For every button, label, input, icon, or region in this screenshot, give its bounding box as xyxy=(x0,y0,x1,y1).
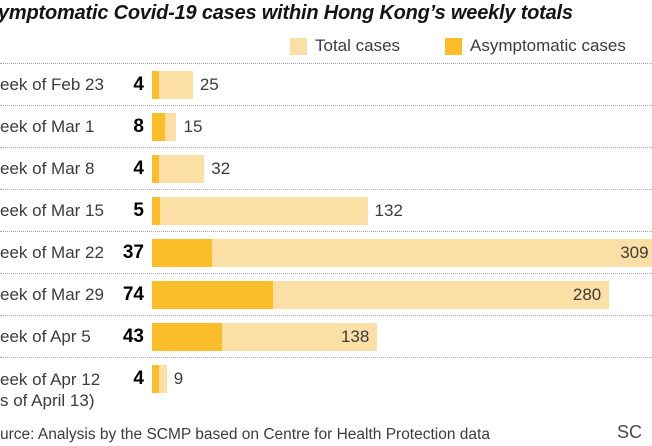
total-cases-swatch-icon xyxy=(290,37,307,55)
total-cases-bar xyxy=(152,197,368,225)
total-count: 138 xyxy=(340,327,370,346)
total-cases-bar: 309 xyxy=(152,239,652,267)
asymptomatic-count: 74 xyxy=(122,284,144,305)
week-label: eek of Feb 23 xyxy=(0,75,104,94)
asymptomatic-cases-bar xyxy=(152,323,223,351)
legend-label-total: Total cases xyxy=(315,36,401,55)
total-count: 25 xyxy=(199,75,219,94)
asymptomatic-count: 4 xyxy=(133,74,144,95)
chart-row: 25 eek of Feb 23 4 xyxy=(0,63,652,106)
asymptomatic-cases-bar xyxy=(152,239,213,267)
asymptomatic-cases-bar xyxy=(152,71,159,99)
week-label: eek of Apr 5 xyxy=(0,327,91,346)
asymptomatic-count: 37 xyxy=(122,242,144,263)
asymptomatic-cases-bar xyxy=(152,155,159,183)
total-count: 132 xyxy=(374,201,403,220)
week-label: eek of Mar 1 xyxy=(0,117,95,136)
asymptomatic-count: 43 xyxy=(122,326,144,347)
week-label: eek of Mar 22 xyxy=(0,243,104,262)
chart-row: 132 eek of Mar 15 5 xyxy=(0,189,652,232)
chart-row: eek of Apr 5 43 138 xyxy=(0,315,652,358)
legend-label-asymptomatic: Asymptomatic cases xyxy=(470,36,626,55)
publisher-credit: SC xyxy=(617,422,643,442)
chart-row: 9 eek of Apr 12 s of April 13) 4 xyxy=(0,357,652,410)
asymptomatic-cases-bar xyxy=(152,281,273,309)
total-count: 9 xyxy=(173,369,184,388)
total-count: 309 xyxy=(620,243,649,262)
chart-row: 32 eek of Mar 8 4 xyxy=(0,147,652,190)
chart-title: ymptomatic Covid-19 cases within Hong Ko… xyxy=(0,2,573,24)
total-cases-bar xyxy=(152,113,177,141)
asymptomatic-count: 4 xyxy=(133,158,144,179)
chart-row: 15 eek of Mar 1 8 xyxy=(0,105,652,148)
total-count: 32 xyxy=(211,159,231,178)
total-cases-bar xyxy=(152,71,193,99)
asymptomatic-count: 4 xyxy=(133,368,144,389)
asymptomatic-cases-bar xyxy=(152,365,159,393)
legend-item-total-cases: Total cases xyxy=(290,36,400,56)
week-label: eek of Mar 8 xyxy=(0,159,95,178)
chart-row: eek of Mar 29 74 280 xyxy=(0,273,652,316)
source-note: urce: Analysis by the SCMP based on Cent… xyxy=(0,426,490,443)
asymptomatic-cases-bar xyxy=(152,113,166,141)
week-label: eek of Mar 15 xyxy=(0,201,104,220)
asymptomatic-count: 8 xyxy=(133,116,144,137)
asymptomatic-cases-swatch-icon xyxy=(445,37,462,55)
chart-row: eek of Mar 22 37 309 xyxy=(0,231,652,274)
total-cases-bar: 280 xyxy=(152,281,610,309)
week-label: eek of Apr 12 s of April 13) xyxy=(0,370,101,410)
asymptomatic-cases-bar xyxy=(152,197,161,225)
total-count: 280 xyxy=(572,285,602,304)
total-cases-bar xyxy=(152,365,167,393)
week-label: eek of Mar 29 xyxy=(0,285,104,304)
asymptomatic-count: 5 xyxy=(133,200,144,221)
legend-item-asymptomatic-cases: Asymptomatic cases xyxy=(445,36,626,56)
total-cases-bar: 138 xyxy=(152,323,378,351)
total-count: 15 xyxy=(183,117,203,136)
total-cases-bar xyxy=(152,155,205,183)
